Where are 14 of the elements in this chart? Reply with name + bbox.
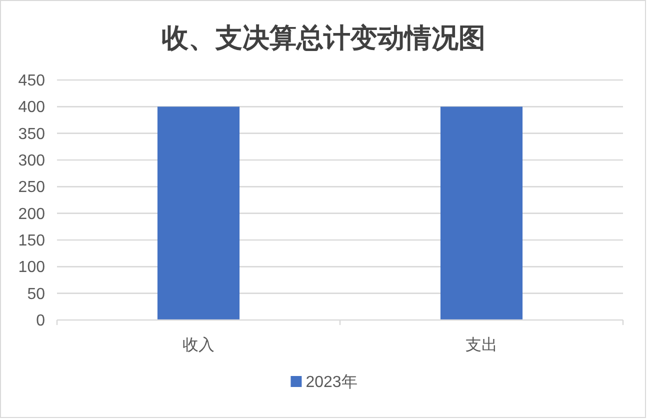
y-tick-label: 100 [18, 259, 46, 276]
y-tick-label: 50 [27, 286, 46, 303]
y-tick-label: 400 [18, 99, 46, 116]
y-tick-label: 300 [18, 152, 46, 170]
y-tick-label: 350 [18, 126, 46, 143]
y-tick-label: 250 [18, 179, 46, 196]
x-tick-label: 支出 [466, 336, 498, 354]
y-tick-label: 0 [36, 312, 46, 330]
y-tick-label: 200 [18, 206, 46, 223]
chart-title: 收、支决算总计变动情况图 [162, 23, 486, 54]
y-tick-label: 150 [18, 232, 46, 250]
x-tick-label: 收入 [182, 336, 214, 354]
legend-label: 2023年 [306, 374, 358, 391]
y-tick-label: 450 [18, 72, 46, 90]
